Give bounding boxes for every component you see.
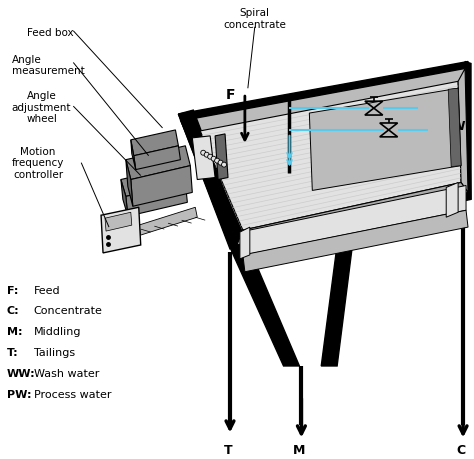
Polygon shape (310, 89, 461, 191)
Text: PW:: PW: (7, 389, 31, 399)
Text: Feed: Feed (34, 285, 60, 295)
Polygon shape (237, 183, 468, 246)
Circle shape (215, 159, 219, 164)
Circle shape (218, 161, 223, 166)
Text: Process water: Process water (34, 389, 111, 399)
Polygon shape (334, 181, 468, 246)
Polygon shape (465, 62, 471, 200)
Text: Concentrate: Concentrate (34, 306, 102, 316)
Polygon shape (243, 211, 468, 272)
Text: Angle
measurement: Angle measurement (12, 55, 84, 76)
Polygon shape (105, 213, 132, 232)
Text: Spiral
concentrate: Spiral concentrate (223, 8, 286, 29)
Text: Tailings: Tailings (34, 347, 75, 357)
Text: F: F (226, 88, 235, 102)
Polygon shape (215, 134, 228, 180)
Polygon shape (178, 62, 471, 252)
Polygon shape (131, 140, 136, 170)
Polygon shape (131, 166, 192, 207)
Polygon shape (131, 131, 178, 157)
Circle shape (211, 157, 216, 162)
Text: WW: WW (438, 120, 466, 133)
Text: T: T (224, 443, 232, 456)
Text: F:: F: (7, 285, 18, 295)
Polygon shape (458, 69, 468, 193)
Polygon shape (446, 183, 458, 218)
Text: WW:: WW: (7, 368, 36, 378)
Circle shape (201, 151, 206, 156)
Polygon shape (232, 246, 300, 366)
Polygon shape (448, 89, 461, 167)
Polygon shape (192, 137, 215, 180)
Polygon shape (200, 82, 461, 230)
Text: Wash water: Wash water (34, 368, 99, 378)
Text: T:: T: (7, 347, 18, 357)
Text: C: C (456, 443, 465, 456)
Text: PW: PW (427, 98, 449, 112)
Polygon shape (121, 180, 128, 217)
Text: M: M (293, 443, 306, 456)
Text: Motion
frequency
controller: Motion frequency controller (12, 146, 64, 179)
Polygon shape (240, 186, 466, 255)
Polygon shape (121, 166, 185, 197)
Text: M:: M: (7, 326, 22, 336)
Polygon shape (321, 241, 353, 366)
Text: Angle
adjustment
wheel: Angle adjustment wheel (12, 91, 71, 124)
Text: Feed box: Feed box (27, 28, 73, 38)
Text: C:: C: (7, 306, 19, 316)
Text: Middling: Middling (34, 326, 81, 336)
Circle shape (204, 153, 209, 158)
Polygon shape (126, 146, 191, 180)
Polygon shape (240, 228, 250, 259)
Polygon shape (101, 208, 141, 253)
Polygon shape (134, 146, 181, 170)
Circle shape (208, 155, 213, 160)
Polygon shape (126, 183, 187, 217)
Polygon shape (178, 111, 245, 249)
Polygon shape (139, 208, 197, 235)
Circle shape (221, 163, 227, 168)
Polygon shape (126, 160, 133, 207)
Polygon shape (185, 69, 468, 246)
Polygon shape (181, 119, 248, 246)
